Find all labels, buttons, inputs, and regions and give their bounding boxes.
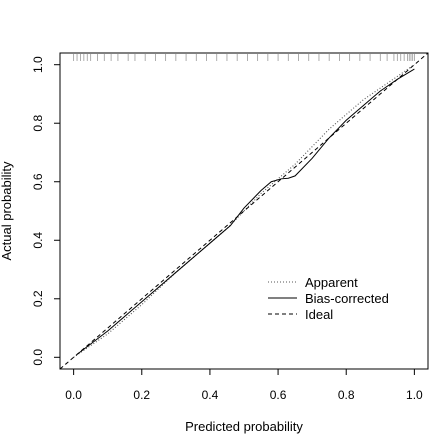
plot-frame (59, 52, 429, 370)
y-tick-label: 1.0 (31, 56, 45, 73)
x-axis-title: Predicted probability (185, 419, 303, 434)
x-tick-label: 0.8 (338, 388, 355, 402)
series-line-apparent (73, 64, 415, 358)
y-axis-title: Actual probability (0, 161, 14, 260)
x-tick-label: 0.0 (65, 388, 82, 402)
x-tick-label: 0.6 (270, 388, 287, 402)
y-tick-label: 0.2 (31, 290, 45, 307)
rug-marks (73, 54, 415, 61)
legend: Apparent Bias-corrected Ideal (268, 275, 389, 322)
y-tick-label: 0.4 (31, 232, 45, 249)
series-line-ideal (60, 53, 428, 369)
y-tick-label: 0.8 (31, 115, 45, 132)
legend-label-bias-corrected: Bias-corrected (305, 291, 389, 306)
series-layer (60, 53, 428, 369)
y-tick-label: 0.6 (31, 173, 45, 190)
x-axis: 0.0 0.2 0.4 0.6 0.8 1.0 (65, 369, 423, 402)
x-tick-label: 0.4 (202, 388, 219, 402)
legend-label-apparent: Apparent (305, 275, 358, 290)
series-line-bias-corrected (76, 68, 415, 355)
x-tick-label: 1.0 (406, 388, 423, 402)
y-tick-label: 0.0 (31, 349, 45, 366)
y-axis: 0.0 0.2 0.4 0.6 0.8 1.0 (31, 56, 60, 366)
legend-label-ideal: Ideal (305, 307, 333, 322)
x-tick-label: 0.2 (133, 388, 150, 402)
